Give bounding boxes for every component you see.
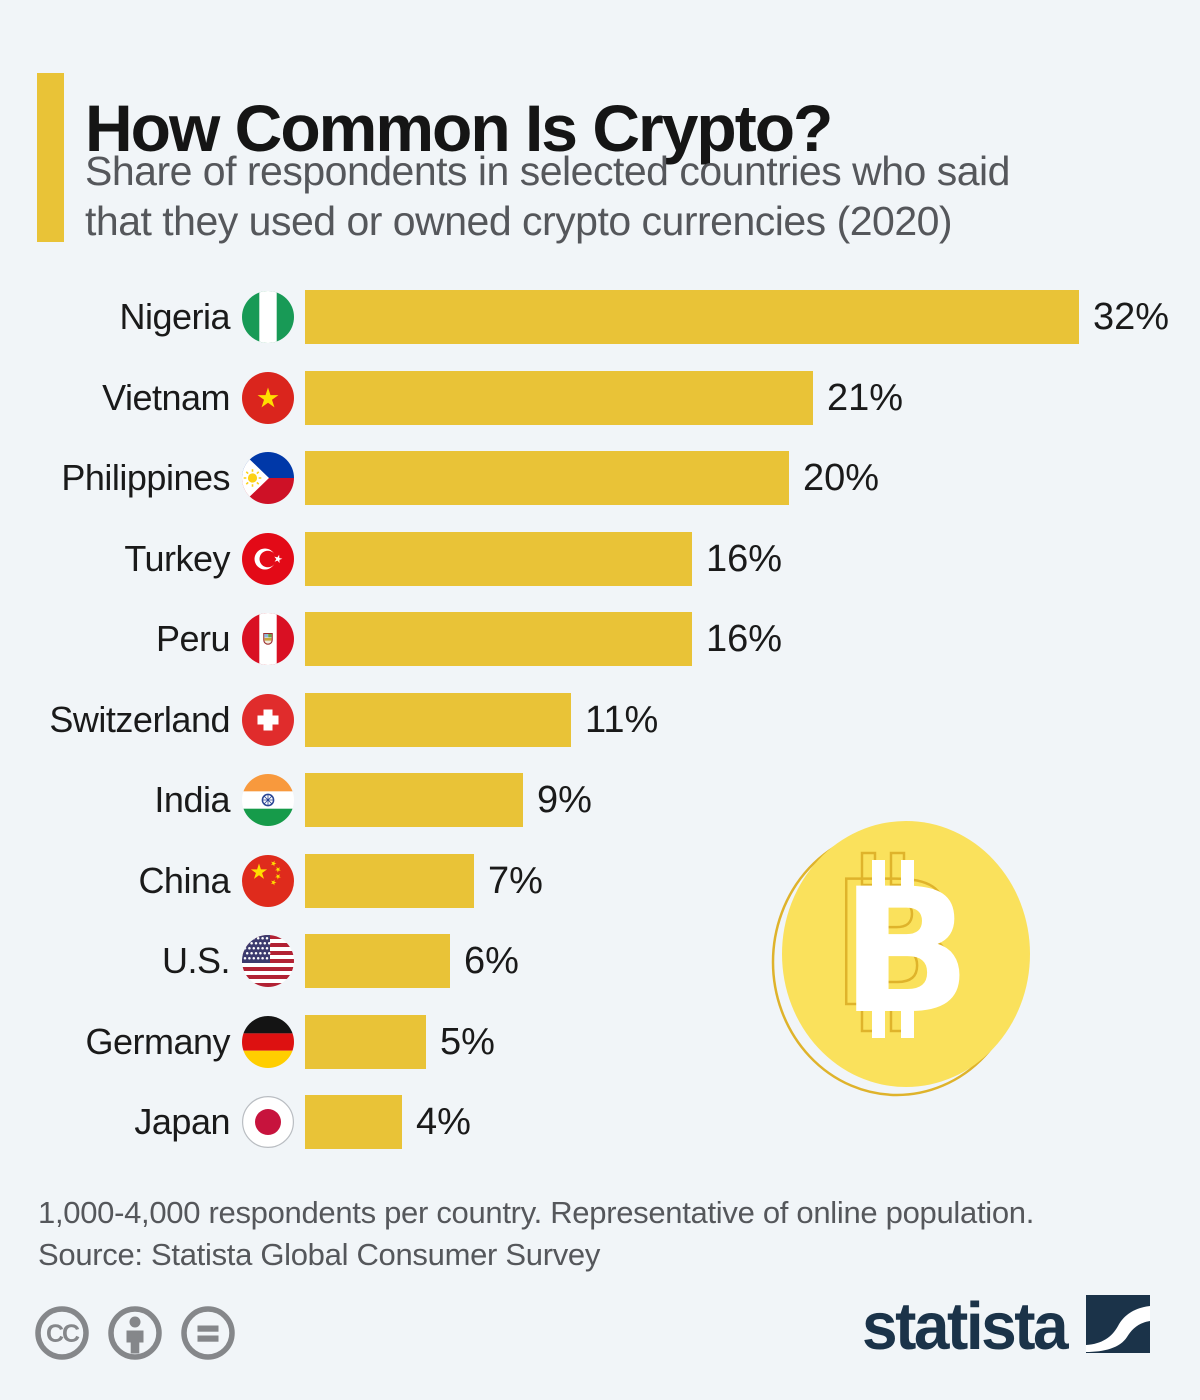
- country-label: Switzerland: [49, 699, 230, 740]
- value-label: 4%: [416, 1101, 471, 1143]
- germany-flag-icon: [242, 1016, 294, 1068]
- japan-flag-icon: [242, 1096, 294, 1148]
- subtitle-line-1: Share of respondents in selected countri…: [85, 148, 1010, 194]
- value-bar: [305, 451, 789, 505]
- statista-logo-text: statista: [862, 1288, 1069, 1364]
- nigeria-flag-icon: [242, 291, 294, 343]
- value-bar: [305, 934, 450, 988]
- chart-row: Nigeria 32%: [0, 290, 1200, 344]
- value-bar: [305, 854, 474, 908]
- value-label: 11%: [585, 699, 659, 741]
- china-flag-icon: [242, 855, 294, 907]
- chart-row: Peru 16%: [0, 612, 1200, 666]
- cc-icon: CC: [34, 1305, 90, 1361]
- value-bar: [305, 290, 1079, 344]
- country-label: U.S.: [161, 940, 231, 981]
- value-bar: [305, 1095, 402, 1149]
- india-flag-icon: [242, 774, 294, 826]
- value-label: 5%: [440, 1021, 495, 1063]
- footnote-line-2: Source: Statista Global Consumer Survey: [38, 1237, 601, 1272]
- subtitle-line-2: that they used or owned crypto currencie…: [85, 198, 953, 244]
- philippines-flag-icon: [242, 452, 294, 504]
- chart-row: Switzerland 11%: [0, 693, 1200, 747]
- value-label: 7%: [488, 860, 543, 902]
- value-bar: [305, 612, 692, 666]
- country-label: Peru: [155, 618, 231, 659]
- bitcoin-coin-icon: B: [760, 812, 1050, 1102]
- value-bar: [305, 371, 813, 425]
- value-label: 21%: [827, 377, 904, 419]
- no-derivatives-icon: [180, 1305, 236, 1361]
- country-label: Nigeria: [119, 296, 230, 337]
- page-subtitle: Share of respondents in selected countri…: [85, 146, 1125, 246]
- value-label: 20%: [803, 457, 880, 499]
- value-label: 6%: [464, 940, 519, 982]
- vietnam-flag-icon: [242, 372, 294, 424]
- value-bar: [305, 532, 692, 586]
- country-label: Germany: [85, 1021, 230, 1062]
- country-label: Turkey: [124, 538, 230, 579]
- footnote-line-1: 1,000-4,000 respondents per country. Rep…: [38, 1195, 1035, 1230]
- statista-logo-icon: [1086, 1294, 1151, 1358]
- country-label: India: [154, 779, 230, 820]
- svg-text:CC: CC: [46, 1320, 80, 1348]
- chart-row: Germany 5%: [0, 1015, 1200, 1069]
- attribution-icon: [107, 1305, 163, 1361]
- value-label: 16%: [706, 538, 783, 580]
- chart-row: U.S. 6%: [0, 934, 1200, 988]
- page-title: How Common Is Crypto?: [85, 91, 833, 166]
- statista-logo: statista: [862, 1288, 1151, 1364]
- value-bar: [305, 773, 523, 827]
- country-label: Japan: [134, 1101, 230, 1142]
- value-bar: [305, 693, 571, 747]
- chart-row: Philippines 20%: [0, 451, 1200, 505]
- title-accent-bar: [37, 73, 64, 242]
- chart-row: China 7%: [0, 854, 1200, 908]
- value-label: 16%: [706, 618, 783, 660]
- bar-chart: Nigeria 32% Vietnam 21% Philippines 20% Turkey…: [0, 290, 1200, 1149]
- country-label: China: [138, 860, 230, 901]
- chart-row: Vietnam 21%: [0, 371, 1200, 425]
- turkey-flag-icon: [242, 533, 294, 585]
- us-flag-icon: [242, 935, 294, 987]
- peru-flag-icon: [242, 613, 294, 665]
- chart-row: Turkey 16%: [0, 532, 1200, 586]
- value-label: 32%: [1093, 296, 1170, 338]
- license-icons: CC: [34, 1305, 236, 1361]
- country-label: Philippines: [61, 457, 230, 498]
- value-bar: [305, 1015, 426, 1069]
- country-label: Vietnam: [102, 377, 230, 418]
- value-label: 9%: [537, 779, 592, 821]
- switzerland-flag-icon: [242, 694, 294, 746]
- chart-row: India 9%: [0, 773, 1200, 827]
- chart-row: Japan 4%: [0, 1095, 1200, 1149]
- footnote: 1,000-4,000 respondents per country. Rep…: [38, 1192, 1138, 1276]
